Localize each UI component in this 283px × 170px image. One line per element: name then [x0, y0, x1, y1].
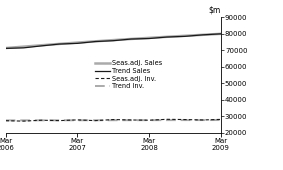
Line: Seas.adj. Sales: Seas.adj. Sales	[6, 34, 221, 48]
Trend Inv.	[40, 119, 43, 121]
Trend Sales	[165, 36, 169, 38]
Seas.adj. Sales	[40, 45, 43, 47]
Trend Sales	[183, 35, 186, 37]
Seas.adj. Inv.	[165, 118, 169, 120]
Seas.adj. Inv.	[4, 120, 7, 122]
Seas.adj. Sales	[183, 35, 186, 37]
Seas.adj. Sales	[201, 34, 205, 36]
Legend: Seas.adj. Sales, Trend Sales, Seas.adj. Inv., Trend Inv.: Seas.adj. Sales, Trend Sales, Seas.adj. …	[95, 60, 163, 89]
Seas.adj. Inv.	[40, 119, 43, 121]
Trend Inv.	[219, 119, 222, 121]
Trend Sales	[4, 47, 7, 49]
Seas.adj. Inv.	[219, 118, 222, 120]
Seas.adj. Sales	[76, 42, 79, 44]
Trend Sales	[76, 42, 79, 44]
Line: Seas.adj. Inv.: Seas.adj. Inv.	[6, 119, 221, 121]
Trend Sales	[201, 34, 205, 36]
Trend Sales	[22, 46, 25, 48]
Seas.adj. Sales	[4, 47, 7, 49]
Trend Sales	[40, 44, 43, 46]
Trend Sales	[147, 37, 151, 39]
Seas.adj. Sales	[22, 47, 25, 49]
Seas.adj. Inv.	[201, 119, 205, 121]
Trend Inv.	[147, 119, 151, 121]
Seas.adj. Inv.	[58, 120, 61, 122]
Seas.adj. Inv.	[22, 120, 25, 122]
Seas.adj. Inv.	[129, 119, 133, 121]
Seas.adj. Sales	[112, 40, 115, 42]
Seas.adj. Inv.	[112, 118, 115, 121]
Seas.adj. Sales	[147, 38, 151, 40]
Line: Trend Sales: Trend Sales	[6, 34, 221, 48]
Seas.adj. Sales	[129, 38, 133, 40]
Trend Sales	[112, 39, 115, 41]
Seas.adj. Sales	[165, 36, 169, 38]
Trend Inv.	[112, 119, 115, 121]
Seas.adj. Inv.	[183, 118, 186, 121]
Trend Sales	[58, 43, 61, 45]
Trend Inv.	[58, 119, 61, 121]
Trend Inv.	[76, 119, 79, 121]
Trend Sales	[219, 33, 222, 35]
Seas.adj. Sales	[94, 40, 97, 42]
Trend Inv.	[129, 119, 133, 121]
Trend Inv.	[22, 119, 25, 121]
Trend Inv.	[201, 119, 205, 121]
Trend Inv.	[4, 119, 7, 121]
Seas.adj. Sales	[58, 43, 61, 45]
Seas.adj. Sales	[219, 33, 222, 35]
Trend Sales	[129, 38, 133, 40]
Trend Inv.	[183, 119, 186, 121]
Trend Sales	[94, 40, 97, 42]
Trend Inv.	[165, 119, 169, 121]
Seas.adj. Inv.	[94, 120, 97, 122]
Seas.adj. Inv.	[76, 119, 79, 121]
Trend Inv.	[94, 119, 97, 121]
Seas.adj. Inv.	[147, 119, 151, 121]
Text: $m: $m	[209, 6, 221, 15]
